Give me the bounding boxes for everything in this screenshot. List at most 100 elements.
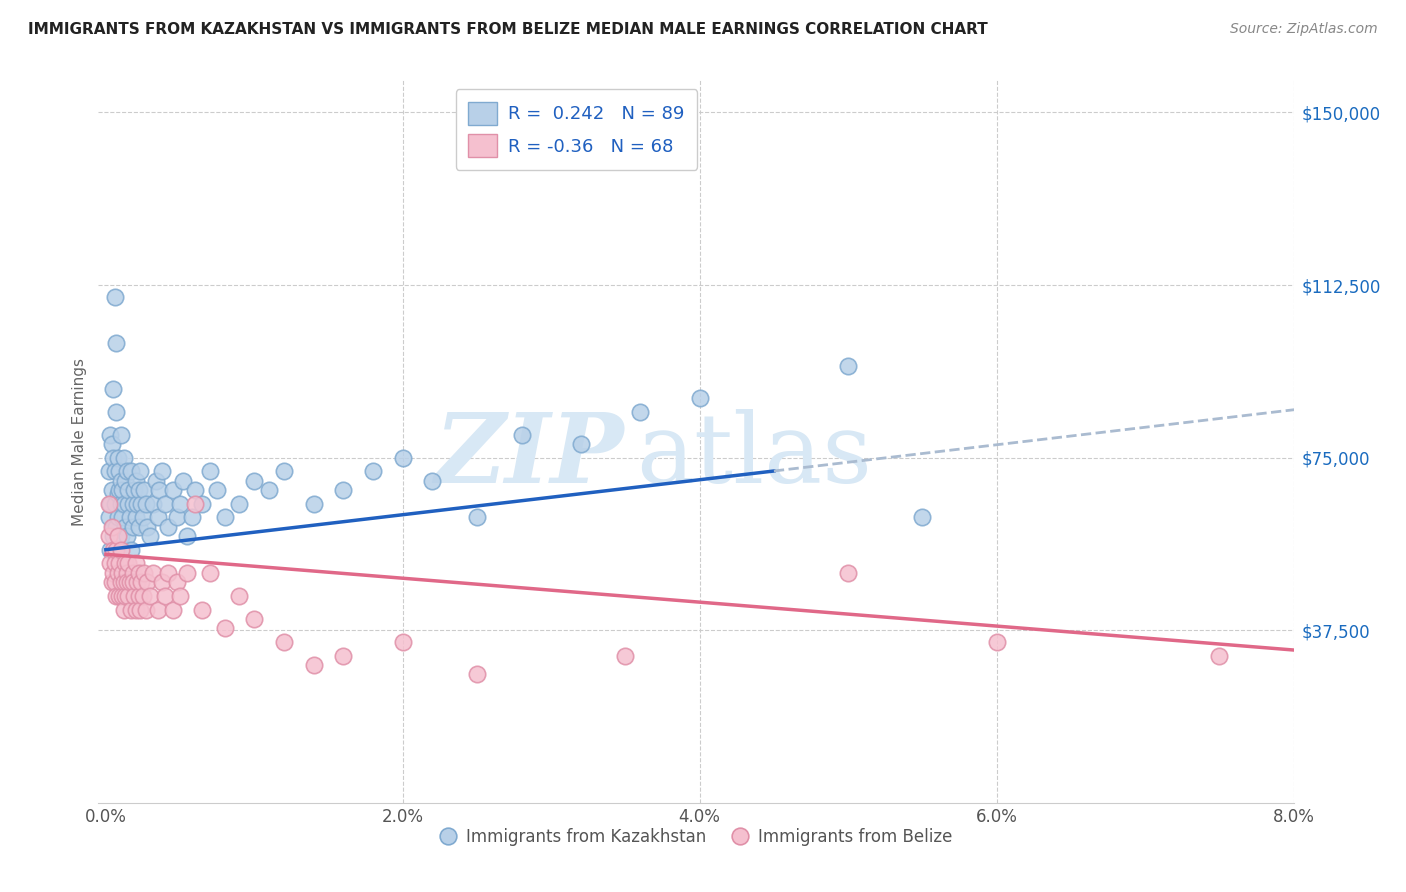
Point [114,557,136,571]
Point [911,510,934,524]
Point [115,529,138,543]
Point [142,566,165,580]
Text: atlas: atlas [637,409,872,503]
Point [132,510,155,524]
Point [131,497,153,511]
Point [986,634,1008,648]
Point [112,574,135,589]
Point [131,574,153,589]
Point [689,391,711,405]
Point [103,529,125,543]
Point [391,450,413,465]
Text: ZIP: ZIP [434,409,624,503]
Point [465,510,488,524]
Point [110,574,132,589]
Point [105,589,128,603]
Point [112,497,135,511]
Point [103,382,125,396]
Point [169,589,191,603]
Point [128,589,150,603]
Point [111,510,134,524]
Point [129,465,152,479]
Point [136,574,159,589]
Text: IMMIGRANTS FROM KAZAKHSTAN VS IMMIGRANTS FROM BELIZE MEDIAN MALE EARNINGS CORREL: IMMIGRANTS FROM KAZAKHSTAN VS IMMIGRANTS… [28,22,988,37]
Point [98,427,121,442]
Point [108,557,131,571]
Point [101,574,124,589]
Point [114,474,136,488]
Point [121,497,143,511]
Point [243,612,266,626]
Point [176,529,198,543]
Point [110,497,132,511]
Point [148,483,170,497]
Point [124,602,146,616]
Point [103,566,125,580]
Point [302,497,325,511]
Point [110,427,132,442]
Point [121,519,143,533]
Point [97,465,120,479]
Point [134,483,156,497]
Point [103,542,125,557]
Point [166,510,188,524]
Point [146,602,169,616]
Point [108,589,131,603]
Point [120,602,142,616]
Point [302,657,325,672]
Point [105,404,128,418]
Point [837,359,859,373]
Point [166,574,188,589]
Point [101,483,124,497]
Point [214,510,236,524]
Point [124,510,146,524]
Point [111,483,134,497]
Point [129,602,152,616]
Point [103,519,125,533]
Point [614,648,637,663]
Point [169,497,191,511]
Point [146,510,169,524]
Point [114,519,136,533]
Point [108,483,131,497]
Point [157,566,180,580]
Point [128,483,150,497]
Point [108,465,131,479]
Point [97,510,120,524]
Point [569,437,592,451]
Point [118,574,141,589]
Point [135,497,157,511]
Point [125,574,148,589]
Point [98,542,121,557]
Point [139,589,162,603]
Point [110,474,132,488]
Point [273,465,295,479]
Point [228,589,250,603]
Point [136,519,159,533]
Point [117,483,139,497]
Point [1208,648,1230,663]
Text: Source: ZipAtlas.com: Source: ZipAtlas.com [1230,22,1378,37]
Point [97,529,120,543]
Point [98,497,121,511]
Point [121,574,143,589]
Point [172,474,194,488]
Point [191,602,214,616]
Point [104,497,127,511]
Point [125,497,148,511]
Point [150,465,173,479]
Point [139,529,162,543]
Point [107,510,129,524]
Point [120,465,142,479]
Point [97,497,120,511]
Point [228,497,250,511]
Point [103,450,125,465]
Point [134,566,156,580]
Point [111,589,134,603]
Point [107,529,129,543]
Point [124,474,146,488]
Point [107,566,129,580]
Point [115,566,138,580]
Point [214,621,236,635]
Point [101,519,124,533]
